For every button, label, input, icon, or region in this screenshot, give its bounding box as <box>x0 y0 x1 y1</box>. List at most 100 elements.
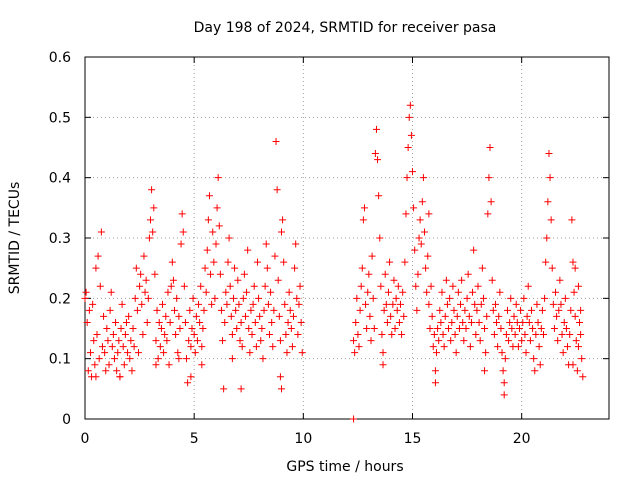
data-point <box>572 337 580 345</box>
data-point <box>90 337 98 345</box>
data-point <box>276 373 284 381</box>
data-point <box>288 343 296 351</box>
data-point <box>502 331 510 339</box>
data-point <box>245 325 253 332</box>
data-point <box>223 300 231 308</box>
y-tick-label: 0.5 <box>49 110 71 126</box>
data-point <box>108 343 116 351</box>
data-point <box>525 318 533 326</box>
data-point <box>121 331 129 339</box>
data-point <box>483 312 491 320</box>
data-point <box>186 306 194 314</box>
data-point <box>134 349 142 357</box>
data-point <box>503 306 511 314</box>
data-point <box>486 144 494 151</box>
data-point <box>573 367 581 375</box>
data-point <box>294 331 302 339</box>
data-point <box>112 318 120 326</box>
data-point <box>234 276 242 284</box>
data-point <box>426 325 434 332</box>
data-point <box>129 325 137 332</box>
data-point <box>466 343 474 351</box>
data-point <box>436 306 444 314</box>
data-point <box>470 246 478 254</box>
data-point <box>554 337 562 345</box>
data-point <box>445 325 453 332</box>
data-point <box>549 300 557 308</box>
data-point <box>541 294 549 302</box>
data-point <box>204 216 212 224</box>
data-point <box>455 325 463 332</box>
data-point <box>157 325 165 332</box>
data-point <box>512 300 520 308</box>
data-point <box>226 282 234 290</box>
data-point <box>233 325 241 332</box>
data-point <box>197 282 205 290</box>
data-point <box>150 204 158 212</box>
data-point <box>287 325 295 332</box>
data-point <box>248 331 256 339</box>
data-point <box>228 331 236 339</box>
data-point <box>406 101 414 109</box>
data-point <box>202 288 210 296</box>
data-point <box>547 216 555 224</box>
data-point <box>441 312 449 320</box>
data-point <box>511 331 519 339</box>
data-point <box>523 312 531 320</box>
data-point <box>405 113 413 121</box>
data-point <box>92 264 100 272</box>
data-point <box>559 349 567 357</box>
data-point <box>359 216 367 224</box>
data-point <box>409 168 416 176</box>
data-point <box>431 367 439 375</box>
data-point <box>530 355 538 363</box>
data-point <box>561 294 569 302</box>
data-point <box>136 282 144 290</box>
data-point <box>114 349 122 357</box>
data-point <box>477 300 485 308</box>
data-point <box>557 300 565 308</box>
data-point <box>175 312 183 320</box>
data-point <box>376 234 384 242</box>
data-point <box>104 337 112 345</box>
data-point <box>487 198 495 206</box>
data-point <box>98 343 106 351</box>
data-points <box>81 101 587 423</box>
data-point <box>169 276 177 284</box>
data-point <box>439 331 447 339</box>
data-point <box>552 288 560 296</box>
data-point <box>139 331 147 339</box>
data-point <box>374 156 382 164</box>
y-tick-label: 0.3 <box>49 231 71 247</box>
data-point <box>380 306 388 314</box>
data-point <box>566 331 574 339</box>
data-point <box>363 325 371 332</box>
data-point <box>168 258 176 266</box>
data-point <box>278 385 285 393</box>
data-point <box>217 306 225 314</box>
data-point <box>411 246 419 254</box>
data-point <box>454 288 462 296</box>
data-point <box>240 270 248 278</box>
data-point <box>458 276 466 284</box>
data-point <box>291 264 299 272</box>
data-point <box>102 367 110 375</box>
data-point <box>255 294 263 302</box>
data-point <box>518 337 526 345</box>
data-point <box>110 355 118 363</box>
data-point <box>369 294 377 302</box>
data-point <box>386 258 394 266</box>
data-point <box>577 331 585 339</box>
data-point <box>187 343 195 351</box>
data-point <box>364 288 372 296</box>
data-point <box>278 228 285 236</box>
data-point <box>412 282 420 290</box>
data-point <box>351 349 359 357</box>
data-point <box>519 318 527 326</box>
data-point <box>167 282 175 290</box>
data-point <box>258 325 266 332</box>
data-point <box>244 246 252 254</box>
data-point <box>238 343 246 351</box>
data-point <box>249 300 257 308</box>
data-point <box>131 294 139 302</box>
